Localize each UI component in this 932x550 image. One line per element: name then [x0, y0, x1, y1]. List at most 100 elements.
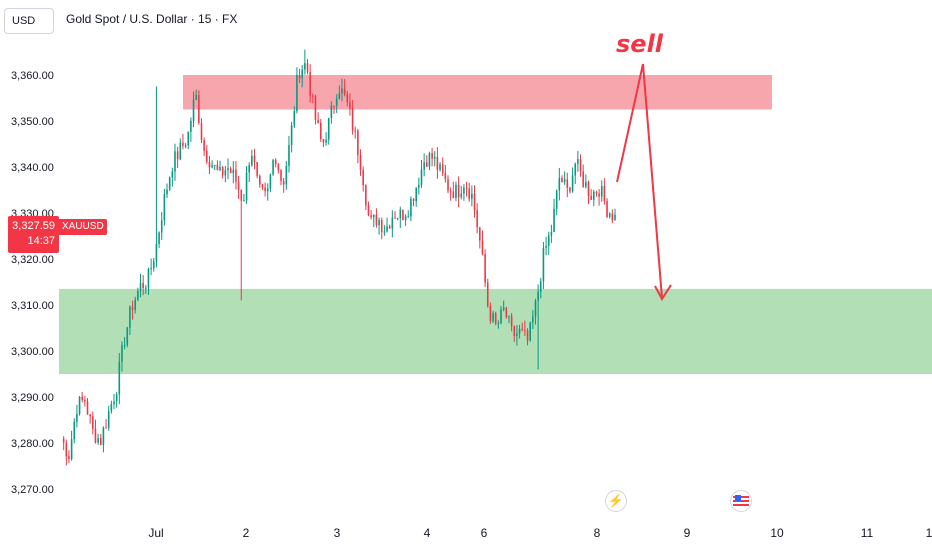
candle-body — [251, 155, 253, 166]
support-zone — [59, 288, 932, 374]
candle-body — [314, 95, 317, 120]
candle-body — [158, 232, 160, 244]
candle-body — [433, 157, 436, 159]
candle-body — [293, 111, 296, 126]
y-tick-label: 3,350.00 — [11, 116, 54, 128]
candle-body — [301, 69, 304, 79]
candle-body — [436, 157, 439, 170]
candle-body — [481, 240, 484, 255]
candle-body — [431, 153, 433, 159]
candle-body — [107, 411, 110, 428]
candle-body — [513, 326, 516, 336]
y-tick-label: 3,360.00 — [11, 70, 54, 82]
candle-body — [410, 198, 412, 217]
candle-body — [521, 329, 524, 331]
candle-body — [571, 175, 574, 192]
candle-body — [113, 401, 115, 405]
candle-body — [375, 214, 378, 226]
candle-body — [388, 226, 391, 229]
candle-body — [463, 187, 465, 194]
candle-body — [216, 164, 219, 171]
candle-body — [420, 169, 423, 185]
candle-body — [86, 401, 89, 415]
candle-body — [129, 306, 131, 328]
candle-body — [99, 437, 102, 445]
currency-badge[interactable]: USD — [4, 8, 54, 34]
candle-body — [365, 185, 367, 206]
current-price: 3,327.59 — [12, 220, 55, 232]
candle-body — [372, 214, 375, 218]
candle-body — [415, 187, 417, 202]
candle-body — [184, 145, 187, 147]
candle-body — [285, 165, 288, 185]
candle-body — [502, 307, 505, 310]
sell-annotation: sell — [616, 30, 664, 58]
us-flag-icon[interactable] — [730, 490, 752, 512]
candle-body — [494, 313, 497, 324]
lightning-icon[interactable]: ⚡ — [605, 490, 627, 512]
candle-body — [102, 427, 105, 445]
candle-body — [606, 201, 608, 217]
candle-body — [455, 184, 457, 199]
candle-body — [449, 190, 452, 192]
candle-body — [399, 209, 402, 218]
x-tick-label: Jul — [148, 526, 163, 540]
candle-body — [68, 456, 70, 459]
candle-body — [227, 168, 229, 171]
candle-body — [563, 179, 566, 183]
candle-body — [280, 170, 282, 182]
x-tick-label: 6 — [481, 526, 488, 540]
candle-body — [426, 162, 428, 167]
y-tick-label: 3,280.00 — [11, 438, 54, 450]
current-price-label: 3,327.59 14:37 — [8, 216, 59, 253]
candle-body — [484, 254, 486, 283]
candle-body — [304, 63, 306, 70]
candle-body — [123, 345, 126, 347]
candle-body — [205, 150, 208, 162]
candle-body — [274, 159, 277, 165]
candle-body — [168, 177, 171, 190]
candle-body — [62, 438, 65, 443]
candle-body — [264, 187, 266, 192]
candle-body — [155, 243, 158, 262]
candle-body — [357, 130, 359, 156]
candle-body — [447, 179, 449, 191]
candle-body — [603, 185, 606, 202]
y-tick-label: 3,320.00 — [11, 254, 54, 266]
candle-body — [179, 142, 182, 160]
y-tick-label: 3,340.00 — [11, 162, 54, 174]
y-tick-label: 3,290.00 — [11, 392, 54, 404]
candle-body — [532, 316, 534, 323]
candle-body — [555, 190, 558, 209]
candle-body — [163, 194, 166, 221]
candle-body — [394, 217, 396, 219]
candle-body — [407, 216, 410, 218]
candle-body — [582, 171, 584, 187]
candle-body — [608, 213, 611, 217]
candle-body — [468, 188, 471, 199]
candle-body — [290, 125, 293, 146]
candle-body — [121, 345, 123, 362]
candle-body — [142, 283, 144, 288]
arrow-down-segment — [642, 63, 663, 299]
candle-body — [354, 130, 357, 132]
candle-body — [176, 151, 179, 160]
candle-body — [587, 181, 590, 196]
candle-body — [327, 118, 330, 140]
candle-body — [145, 287, 147, 289]
candle-body — [338, 93, 341, 99]
x-tick-label: 4 — [424, 526, 431, 540]
candle-body — [402, 209, 404, 221]
candle-body — [174, 151, 176, 172]
candle-body — [266, 188, 269, 192]
candle-body — [585, 181, 587, 187]
candle-body — [160, 220, 163, 233]
us-flag-svg — [732, 492, 750, 510]
candle-body — [497, 323, 500, 325]
candle-body — [296, 75, 298, 112]
candle-body — [319, 122, 322, 139]
candle-body — [203, 139, 205, 151]
x-tick-label: 2 — [243, 526, 250, 540]
candle-body — [224, 170, 227, 176]
